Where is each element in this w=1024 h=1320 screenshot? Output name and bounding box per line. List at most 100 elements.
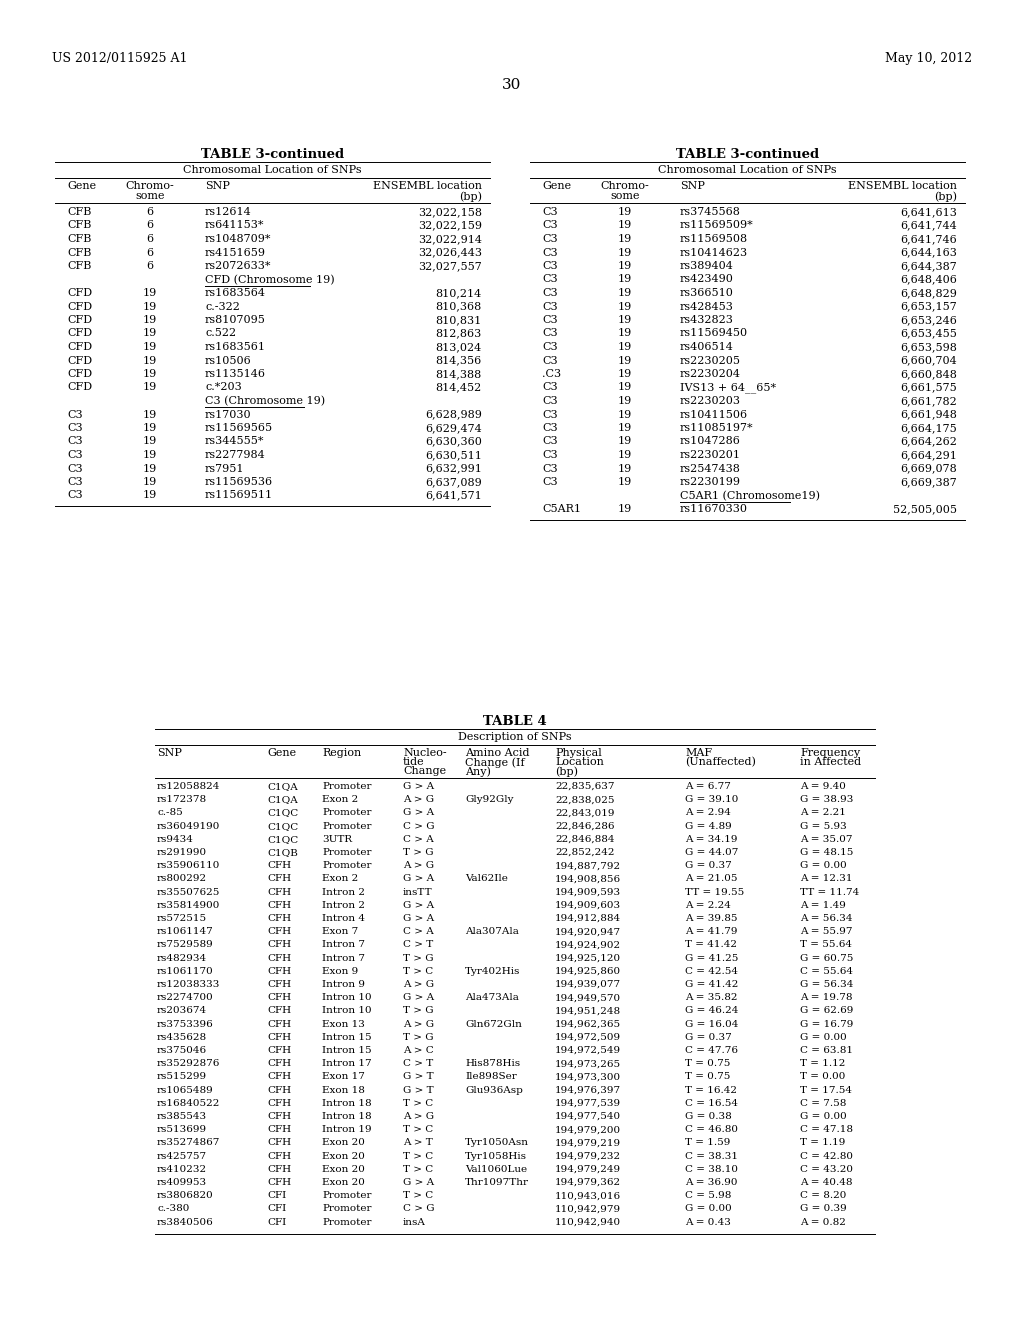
Text: A = 2.21: A = 2.21 (800, 808, 846, 817)
Text: rs11569508: rs11569508 (680, 234, 749, 244)
Text: 6,653,246: 6,653,246 (900, 315, 957, 325)
Text: 194,939,077: 194,939,077 (555, 979, 622, 989)
Text: 810,831: 810,831 (436, 315, 482, 325)
Text: T = 0.75: T = 0.75 (685, 1072, 730, 1081)
Text: rs17030: rs17030 (205, 409, 252, 420)
Text: Intron 18: Intron 18 (322, 1098, 372, 1107)
Text: Exon 17: Exon 17 (322, 1072, 365, 1081)
Text: Promoter: Promoter (322, 781, 372, 791)
Text: rs344555*: rs344555* (205, 437, 264, 446)
Text: C3: C3 (542, 463, 558, 474)
Text: 6,661,575: 6,661,575 (900, 383, 957, 392)
Text: rs3753396: rs3753396 (157, 1019, 214, 1028)
Text: G = 0.00: G = 0.00 (800, 1032, 847, 1041)
Text: (bp): (bp) (555, 766, 578, 776)
Text: CFI: CFI (267, 1217, 287, 1226)
Text: CFD: CFD (67, 370, 92, 379)
Text: rs2230203: rs2230203 (680, 396, 741, 407)
Text: G = 16.79: G = 16.79 (800, 1019, 853, 1028)
Text: rs406514: rs406514 (680, 342, 734, 352)
Text: 6,660,848: 6,660,848 (900, 370, 957, 379)
Text: A = 2.94: A = 2.94 (685, 808, 731, 817)
Text: Intron 10: Intron 10 (322, 1006, 372, 1015)
Text: CFH: CFH (267, 1059, 291, 1068)
Text: 22,835,637: 22,835,637 (555, 781, 614, 791)
Text: 19: 19 (143, 315, 157, 325)
Text: C = 38.31: C = 38.31 (685, 1151, 738, 1160)
Text: 194,909,593: 194,909,593 (555, 887, 622, 896)
Text: 6,661,782: 6,661,782 (900, 396, 957, 407)
Text: G > A: G > A (403, 808, 434, 817)
Text: CFH: CFH (267, 953, 291, 962)
Text: 19: 19 (143, 301, 157, 312)
Text: rs10411506: rs10411506 (680, 409, 749, 420)
Text: 812,863: 812,863 (436, 329, 482, 338)
Text: A > G: A > G (403, 795, 434, 804)
Text: Chromo-: Chromo- (126, 181, 174, 191)
Text: A > G: A > G (403, 1111, 434, 1121)
Text: 19: 19 (617, 355, 632, 366)
Text: C3: C3 (542, 261, 558, 271)
Text: G = 48.15: G = 48.15 (800, 847, 853, 857)
Text: 6,641,746: 6,641,746 (900, 234, 957, 244)
Text: Change: Change (403, 766, 446, 776)
Text: rs36049190: rs36049190 (157, 821, 220, 830)
Text: G > T: G > T (403, 1085, 433, 1094)
Text: Intron 17: Intron 17 (322, 1059, 372, 1068)
Text: rs11569536: rs11569536 (205, 477, 273, 487)
Text: tide: tide (403, 756, 425, 767)
Text: 6,660,704: 6,660,704 (900, 355, 957, 366)
Text: A = 0.82: A = 0.82 (800, 1217, 846, 1226)
Text: Val62Ile: Val62Ile (465, 874, 508, 883)
Text: G = 46.24: G = 46.24 (685, 1006, 738, 1015)
Text: G = 41.25: G = 41.25 (685, 953, 738, 962)
Text: 19: 19 (143, 329, 157, 338)
Text: 6,648,829: 6,648,829 (900, 288, 957, 298)
Text: C1QC: C1QC (267, 834, 298, 843)
Text: T = 1.19: T = 1.19 (800, 1138, 846, 1147)
Text: rs291990: rs291990 (157, 847, 207, 857)
Text: 6,641,613: 6,641,613 (900, 207, 957, 216)
Text: .C3: .C3 (542, 370, 561, 379)
Text: C = 43.20: C = 43.20 (800, 1164, 853, 1173)
Text: CFH: CFH (267, 887, 291, 896)
Text: CFH: CFH (267, 1098, 291, 1107)
Text: rs2277984: rs2277984 (205, 450, 266, 459)
Text: C = 63.81: C = 63.81 (800, 1045, 853, 1055)
Text: 6,669,078: 6,669,078 (900, 463, 957, 474)
Text: 6,664,291: 6,664,291 (900, 450, 957, 459)
Text: 814,388: 814,388 (436, 370, 482, 379)
Text: G = 0.00: G = 0.00 (800, 1111, 847, 1121)
Text: rs513699: rs513699 (157, 1125, 207, 1134)
Text: TABLE 3-continued: TABLE 3-continued (201, 148, 344, 161)
Text: ENSEMBL location: ENSEMBL location (848, 181, 957, 191)
Text: CFD (Chromosome 19): CFD (Chromosome 19) (205, 275, 335, 285)
Text: C > T: C > T (403, 1059, 433, 1068)
Text: 194,979,200: 194,979,200 (555, 1125, 622, 1134)
Text: 6,653,157: 6,653,157 (900, 301, 957, 312)
Text: Intron 9: Intron 9 (322, 979, 365, 989)
Text: A = 35.82: A = 35.82 (685, 993, 737, 1002)
Text: G = 0.39: G = 0.39 (800, 1204, 847, 1213)
Text: C = 42.80: C = 42.80 (800, 1151, 853, 1160)
Text: Intron 7: Intron 7 (322, 953, 365, 962)
Text: C3: C3 (542, 288, 558, 298)
Text: 19: 19 (617, 207, 632, 216)
Text: Frequency: Frequency (800, 748, 860, 758)
Text: CFB: CFB (67, 220, 91, 231)
Text: Intron 2: Intron 2 (322, 887, 365, 896)
Text: Physical: Physical (555, 748, 602, 758)
Text: Promoter: Promoter (322, 861, 372, 870)
Text: rs2230199: rs2230199 (680, 477, 741, 487)
Text: T > C: T > C (403, 966, 433, 975)
Text: 19: 19 (617, 220, 632, 231)
Text: T = 0.75: T = 0.75 (685, 1059, 730, 1068)
Text: TABLE 3-continued: TABLE 3-continued (676, 148, 819, 161)
Text: 19: 19 (617, 477, 632, 487)
Text: 19: 19 (143, 437, 157, 446)
Text: C3: C3 (67, 477, 83, 487)
Text: Tyr1058His: Tyr1058His (465, 1151, 527, 1160)
Text: C3: C3 (67, 437, 83, 446)
Text: 19: 19 (617, 383, 632, 392)
Text: 194,920,947: 194,920,947 (555, 927, 622, 936)
